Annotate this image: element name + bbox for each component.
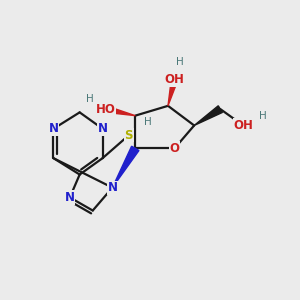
- Text: N: N: [98, 122, 108, 135]
- Polygon shape: [105, 106, 135, 116]
- Polygon shape: [168, 79, 178, 106]
- Polygon shape: [194, 106, 222, 125]
- Text: H: H: [85, 94, 93, 104]
- Text: N: N: [65, 191, 75, 204]
- Text: N: N: [107, 181, 117, 194]
- Polygon shape: [112, 146, 139, 188]
- Text: HO: HO: [96, 103, 116, 116]
- Text: H: H: [145, 117, 152, 127]
- Text: OH: OH: [233, 119, 253, 132]
- Text: S: S: [124, 129, 133, 142]
- Text: H: H: [176, 57, 183, 67]
- Text: N: N: [49, 122, 58, 135]
- Text: OH: OH: [165, 73, 184, 86]
- Text: H: H: [259, 111, 267, 121]
- Text: O: O: [169, 142, 179, 155]
